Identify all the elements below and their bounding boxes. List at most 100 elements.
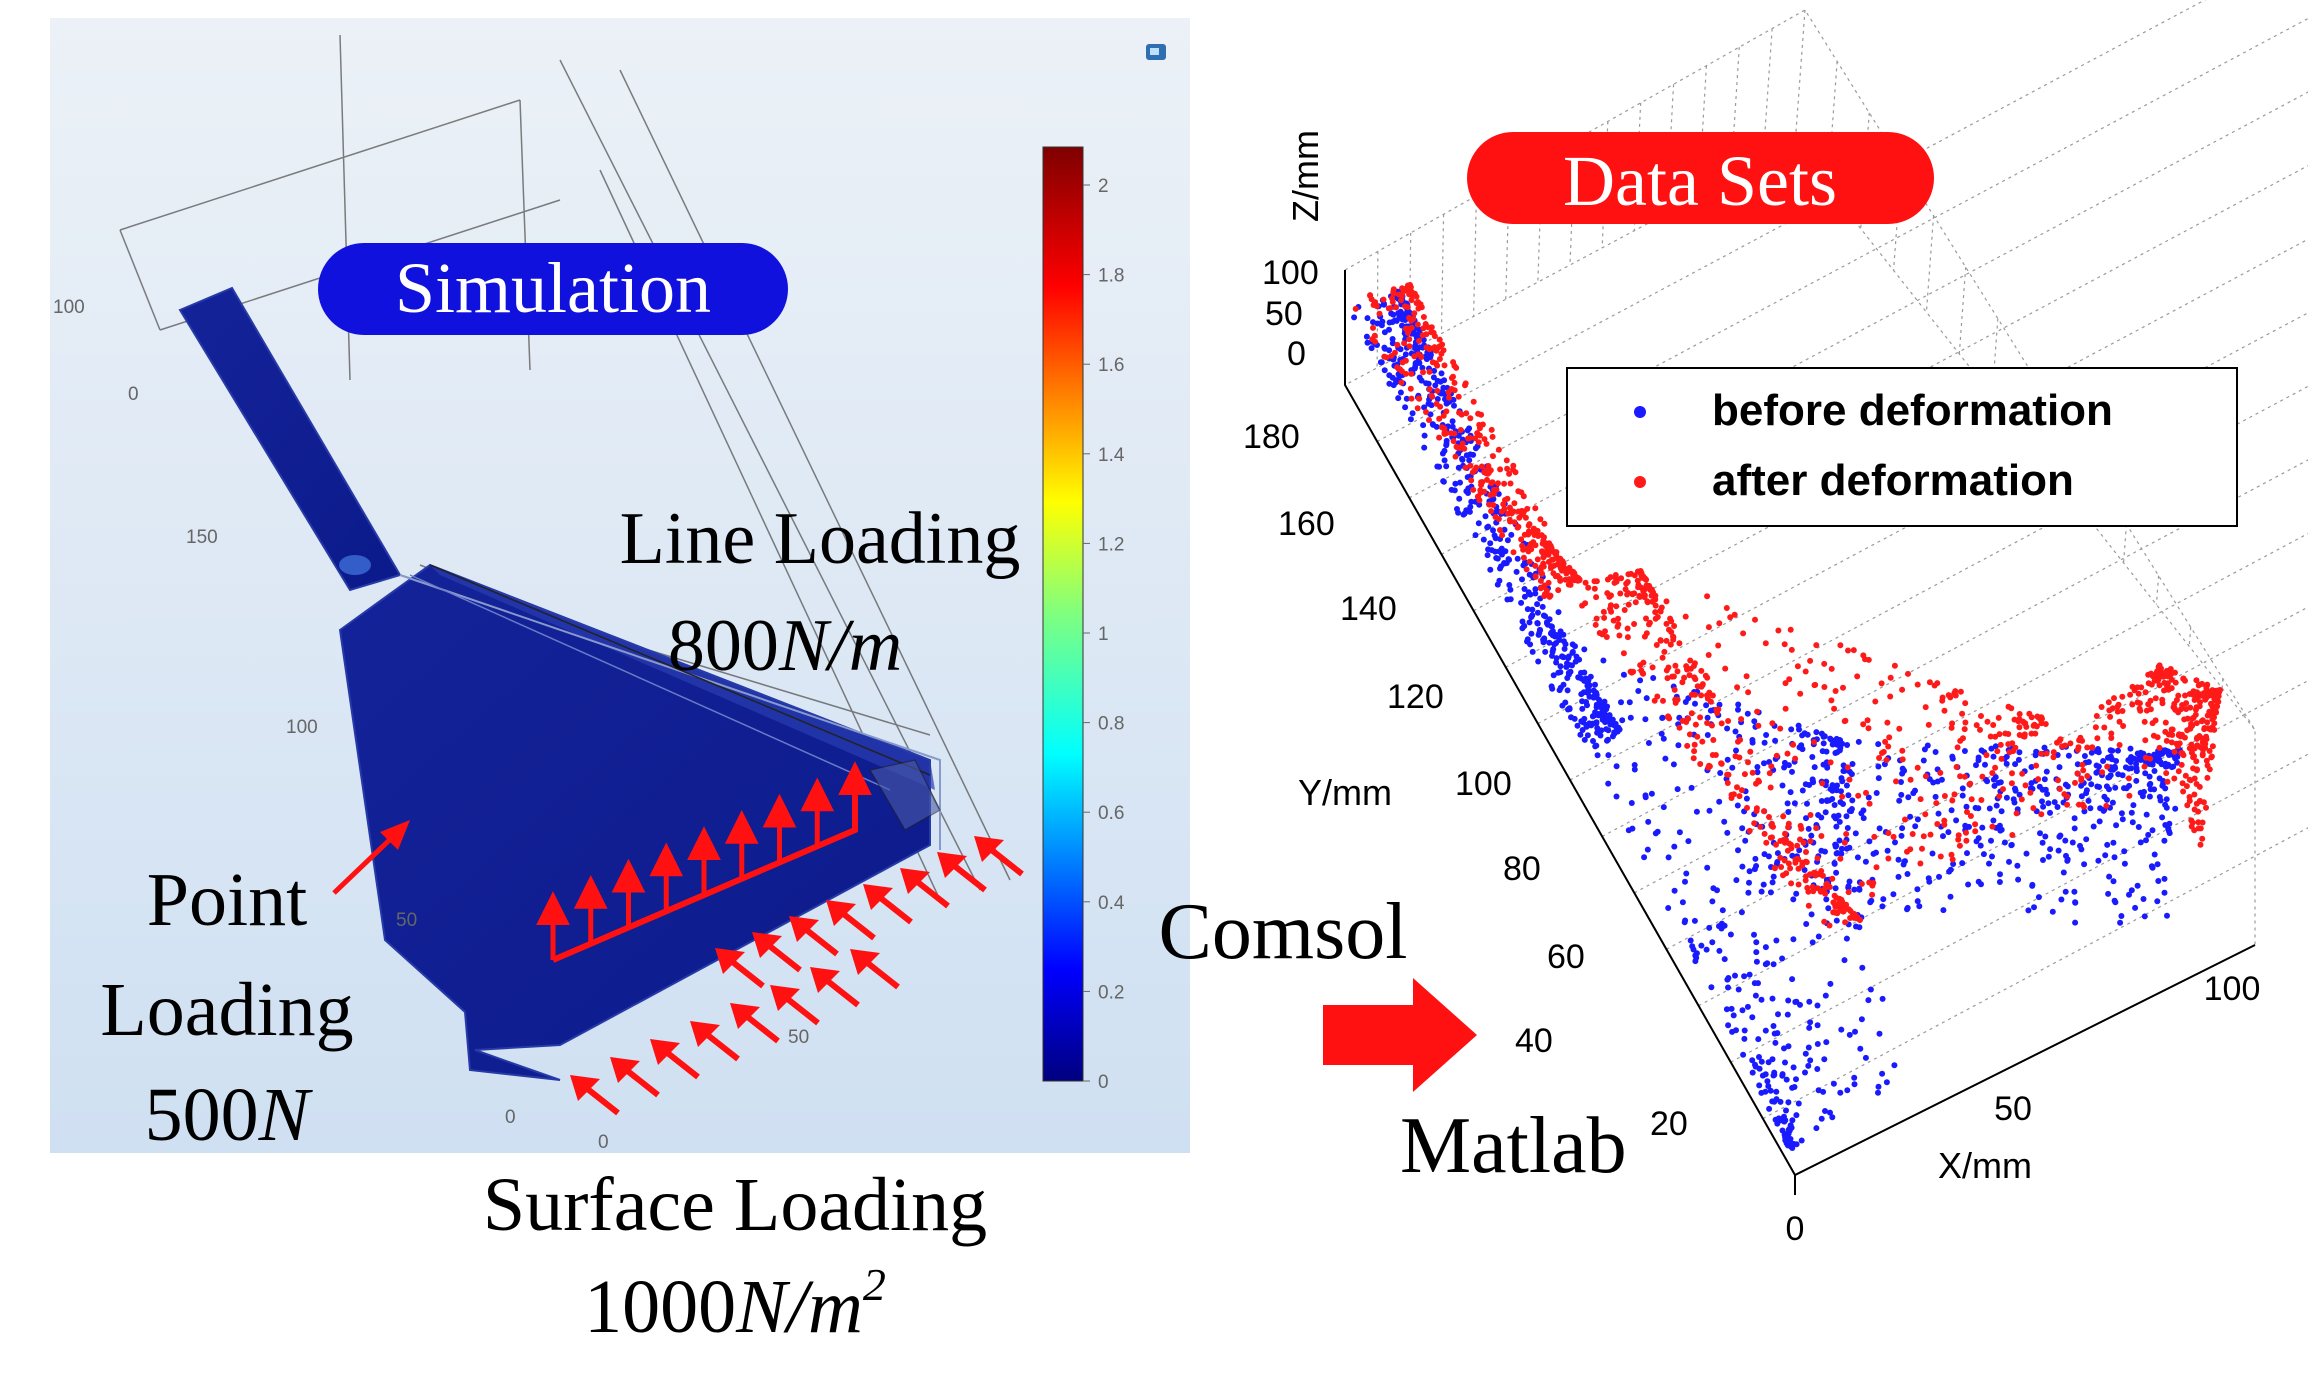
- data-point: [1470, 451, 1477, 458]
- data-point: [1802, 1050, 1809, 1057]
- data-point: [1949, 856, 1956, 863]
- data-point: [1818, 887, 1825, 894]
- data-point: [1875, 763, 1882, 770]
- data-point: [2113, 822, 2120, 829]
- data-point: [1420, 422, 1427, 429]
- data-point: [1782, 1137, 1789, 1144]
- axis-tick: 50: [788, 1027, 809, 1048]
- data-point: [1797, 690, 1804, 697]
- data-point: [2016, 791, 2023, 798]
- data-point: [1448, 430, 1455, 437]
- data-point: [1940, 907, 1947, 914]
- data-point: [2074, 761, 2081, 768]
- data-point: [2162, 748, 2169, 755]
- data-point: [2083, 790, 2090, 797]
- x-tick-label: 100: [2204, 970, 2261, 1008]
- data-point: [1581, 677, 1588, 684]
- data-point: [2142, 689, 2149, 696]
- colorbar-tick-label: 2: [1098, 176, 1109, 197]
- axis-tick: 50: [396, 910, 417, 931]
- data-point: [2153, 677, 2160, 684]
- data-point: [1917, 796, 1924, 803]
- data-point: [1648, 586, 1655, 593]
- data-point: [1644, 598, 1651, 605]
- data-point: [2027, 789, 2034, 796]
- data-point: [1854, 854, 1861, 861]
- data-point: [1992, 733, 1999, 740]
- data-point: [1949, 755, 1956, 762]
- data-point: [1761, 760, 1767, 767]
- data-point: [1709, 939, 1716, 946]
- data-point: [1996, 879, 2003, 885]
- data-point: [1569, 641, 1576, 648]
- data-point: [1399, 292, 1405, 299]
- data-point: [1793, 890, 1800, 897]
- data-point: [2003, 760, 2010, 767]
- data-point: [1810, 888, 1817, 895]
- data-point: [2062, 837, 2069, 844]
- data-point: [1520, 554, 1527, 561]
- data-point: [1800, 839, 1807, 846]
- data-point: [1753, 958, 1760, 965]
- data-point: [1370, 324, 1376, 331]
- data-point: [1464, 427, 1471, 434]
- data-point: [1571, 715, 1578, 722]
- data-point: [2058, 896, 2065, 903]
- window-icon[interactable]: [1146, 44, 1166, 60]
- data-sets-panel: Data Sets Z/mm Y/mm X/mm 100500180160140…: [1243, 0, 2308, 1248]
- data-point: [1839, 793, 1846, 800]
- data-point: [2103, 783, 2110, 790]
- data-point: [1781, 1045, 1787, 1052]
- data-point: [1790, 741, 1797, 748]
- data-point: [2018, 796, 2025, 803]
- data-point: [1553, 659, 1560, 666]
- surface-load-arrow: [789, 916, 839, 957]
- data-point: [1832, 903, 1839, 910]
- data-point: [1436, 336, 1443, 343]
- surface-load-arrow: [826, 900, 876, 941]
- data-point: [1579, 602, 1586, 609]
- data-point: [1665, 664, 1672, 671]
- data-point: [1703, 946, 1710, 953]
- data-point: [1781, 764, 1788, 771]
- data-point: [1833, 894, 1840, 901]
- data-point: [1777, 725, 1784, 732]
- data-point: [1586, 693, 1593, 700]
- data-point: [1518, 507, 1525, 514]
- data-point: [1438, 424, 1445, 431]
- data-point: [2014, 717, 2021, 724]
- z-axis-label: Z/mm: [1285, 130, 1326, 222]
- data-point: [1785, 1099, 1792, 1106]
- data-point: [1631, 766, 1638, 773]
- data-point: [1940, 833, 1946, 840]
- data-point: [2111, 854, 2118, 861]
- data-point: [1557, 565, 1564, 572]
- data-point: [1717, 770, 1724, 776]
- data-point: [1645, 740, 1652, 746]
- data-point: [1777, 854, 1784, 861]
- data-point: [1507, 596, 1514, 603]
- data-point: [1787, 789, 1794, 796]
- data-point: [1821, 660, 1828, 667]
- data-point: [1628, 570, 1634, 577]
- data-point: [1791, 800, 1798, 807]
- data-point: [1488, 508, 1495, 515]
- data-point: [1751, 980, 1758, 987]
- data-point: [2191, 791, 2198, 798]
- data-point: [1418, 354, 1425, 360]
- data-point: [1624, 591, 1631, 598]
- data-point: [1850, 647, 1857, 654]
- flow-arrow-group: Comsol Matlab: [1159, 888, 1627, 1190]
- data-point: [2162, 719, 2169, 726]
- data-point: [1807, 1019, 1814, 1026]
- data-point: [1381, 367, 1388, 374]
- data-point: [1821, 1056, 1828, 1063]
- data-point: [2152, 695, 2159, 702]
- data-point: [1388, 353, 1395, 359]
- data-point: [1685, 838, 1692, 845]
- data-point: [1466, 508, 1473, 515]
- data-point: [2009, 832, 2016, 838]
- data-point: [1638, 667, 1645, 674]
- data-point: [1610, 617, 1617, 624]
- data-point: [2184, 802, 2191, 809]
